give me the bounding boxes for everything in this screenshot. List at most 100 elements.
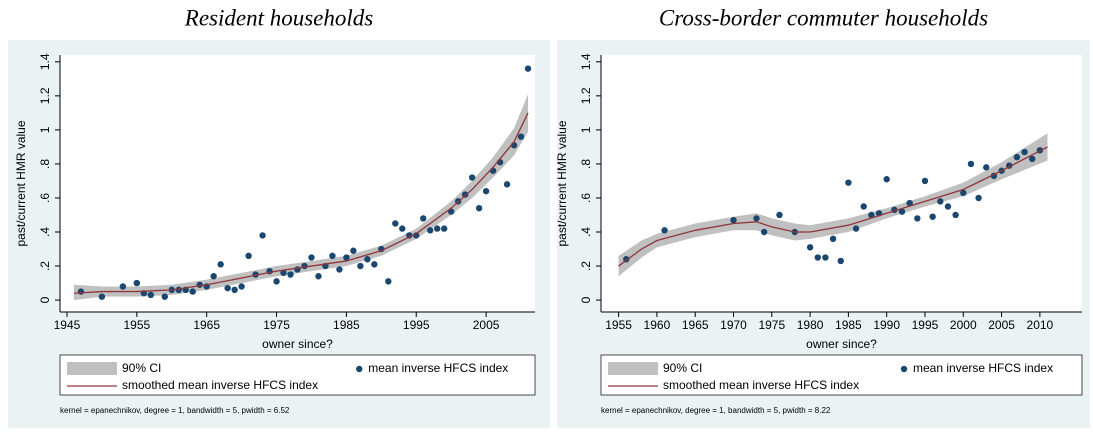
point bbox=[960, 189, 967, 197]
x-tick-label: 1945 bbox=[54, 318, 81, 332]
legend-label: smoothed mean inverse HFCS index bbox=[122, 378, 318, 392]
y-axis-title: past/current HMR value bbox=[555, 120, 569, 246]
point bbox=[944, 203, 952, 210]
point bbox=[245, 252, 252, 260]
legend-label: mean inverse HFCS index bbox=[368, 361, 508, 375]
x-tick-label: 2005 bbox=[473, 318, 500, 332]
point bbox=[217, 261, 224, 268]
point bbox=[161, 293, 168, 300]
point bbox=[420, 215, 427, 222]
point bbox=[98, 293, 106, 300]
y-tick-label: 0 bbox=[579, 296, 593, 303]
point bbox=[952, 211, 959, 219]
y-tick-label: .2 bbox=[38, 261, 52, 271]
point bbox=[231, 286, 238, 294]
point bbox=[482, 187, 490, 195]
point bbox=[1013, 153, 1021, 161]
point bbox=[829, 235, 837, 243]
point bbox=[343, 254, 350, 261]
point bbox=[371, 261, 378, 268]
point bbox=[661, 227, 668, 234]
y-tick-label: .8 bbox=[38, 159, 52, 169]
point bbox=[753, 215, 760, 222]
plot-area bbox=[60, 55, 535, 312]
x-tick-label: 2000 bbox=[950, 318, 977, 332]
point bbox=[301, 262, 308, 270]
point bbox=[760, 228, 768, 236]
point bbox=[336, 266, 343, 273]
legend-label: 90% CI bbox=[663, 361, 702, 375]
x-tick-label: 1955 bbox=[605, 318, 632, 332]
y-tick-label: .4 bbox=[38, 227, 52, 237]
y-tick-label: .4 bbox=[579, 227, 593, 237]
y-tick-label: .2 bbox=[579, 261, 593, 271]
point bbox=[189, 288, 196, 295]
y-tick-label: .8 bbox=[579, 159, 593, 169]
point bbox=[776, 211, 783, 219]
legend-marker bbox=[900, 365, 908, 373]
chart-title: Resident households bbox=[184, 5, 373, 30]
x-tick-label: 1995 bbox=[403, 318, 430, 332]
x-tick-label: 1975 bbox=[758, 318, 785, 332]
x-tick-label: 1960 bbox=[644, 318, 671, 332]
legend-label: 90% CI bbox=[122, 361, 161, 375]
smooth-line bbox=[618, 146, 1048, 267]
point bbox=[883, 176, 890, 183]
point bbox=[524, 65, 532, 72]
point bbox=[440, 225, 448, 232]
point bbox=[280, 269, 287, 277]
x-tick-label: 1965 bbox=[193, 318, 220, 332]
point bbox=[1029, 155, 1036, 163]
point bbox=[806, 244, 814, 251]
smooth-line bbox=[73, 112, 529, 294]
legend-box bbox=[59, 354, 536, 396]
point bbox=[937, 198, 944, 205]
y-tick-label: .6 bbox=[579, 193, 593, 203]
legend-marker bbox=[356, 365, 363, 373]
note: kernel = epanechnikov, degree = 1, bandw… bbox=[60, 406, 290, 415]
point bbox=[385, 278, 392, 285]
point bbox=[730, 216, 737, 224]
x-tick-label: 2005 bbox=[988, 318, 1015, 332]
point bbox=[822, 254, 829, 261]
point bbox=[975, 194, 982, 202]
point bbox=[860, 203, 867, 210]
point bbox=[929, 213, 936, 220]
point bbox=[147, 291, 155, 299]
chart-title: Cross-border commuter households bbox=[659, 5, 988, 30]
point bbox=[983, 164, 990, 171]
point bbox=[119, 283, 127, 290]
point bbox=[308, 254, 315, 261]
point bbox=[914, 215, 921, 222]
point bbox=[489, 167, 497, 174]
x-tick-label: 1985 bbox=[835, 318, 862, 332]
plot-area bbox=[601, 55, 1082, 312]
point bbox=[814, 254, 821, 261]
y-axis-title: past/current HMR value bbox=[14, 120, 28, 246]
y-tick-label: 1.4 bbox=[579, 53, 593, 70]
point bbox=[845, 179, 852, 186]
y-tick-label: 0 bbox=[38, 296, 52, 303]
x-tick-label: 1975 bbox=[263, 318, 290, 332]
point bbox=[503, 181, 511, 188]
point bbox=[133, 279, 141, 287]
point bbox=[399, 225, 406, 232]
point bbox=[364, 256, 371, 263]
point bbox=[329, 252, 336, 260]
x-tick-label: 1980 bbox=[797, 318, 824, 332]
point bbox=[898, 208, 906, 215]
point bbox=[259, 232, 266, 239]
legend-label: mean inverse HFCS index bbox=[913, 361, 1053, 375]
point bbox=[238, 283, 245, 290]
point bbox=[1021, 148, 1028, 156]
point bbox=[967, 160, 975, 168]
point bbox=[77, 288, 85, 295]
note: kernel = epanechnikov, degree = 1, bandw… bbox=[601, 406, 831, 415]
point bbox=[196, 281, 203, 288]
y-tick-label: .6 bbox=[38, 193, 52, 203]
y-tick-label: 1 bbox=[579, 126, 593, 133]
x-tick-label: 2010 bbox=[1027, 318, 1054, 332]
legend-swatch bbox=[608, 362, 658, 375]
point bbox=[210, 273, 217, 280]
